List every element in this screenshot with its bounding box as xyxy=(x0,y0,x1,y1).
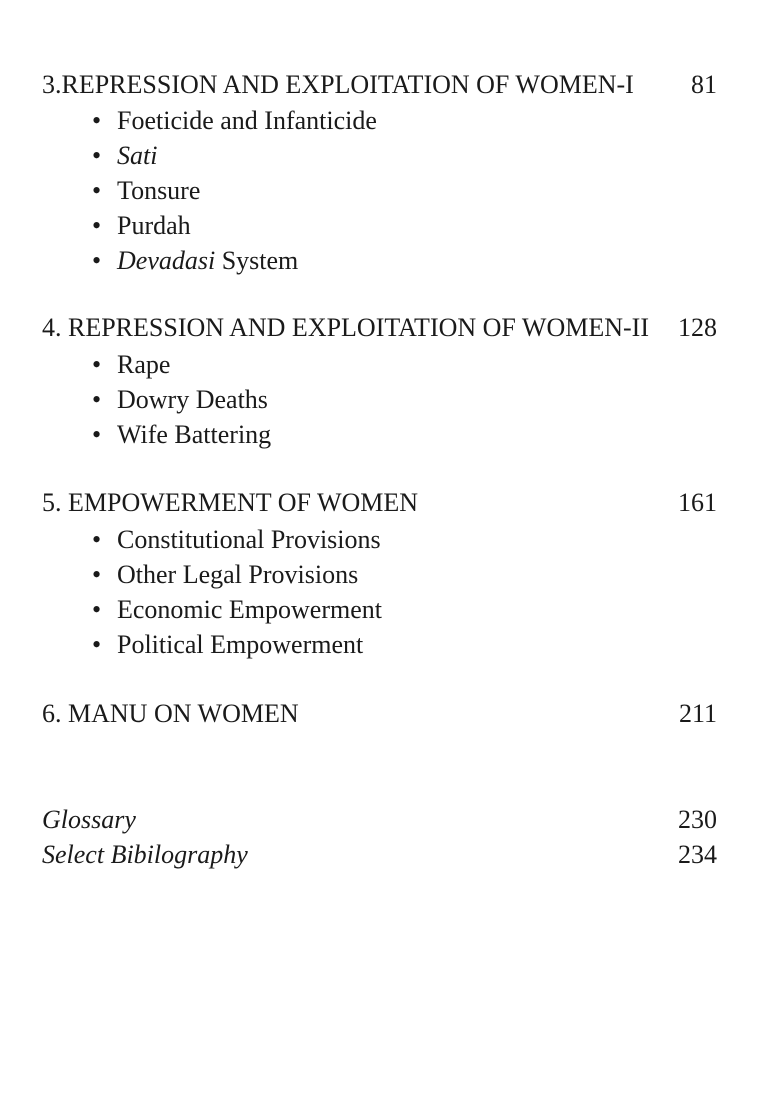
section-title: Political Empowerment xyxy=(117,630,364,659)
page-number: 161 xyxy=(678,488,717,517)
bullet-icon: • xyxy=(92,350,102,379)
section-item[interactable]: • Other Legal Provisions xyxy=(92,558,358,592)
bullet-icon: • xyxy=(92,106,102,135)
bullet-icon: • xyxy=(92,385,102,414)
section-title: Constitutional Provisions xyxy=(117,525,381,554)
chapter-title: 6. MANU ON WOMEN xyxy=(42,699,299,728)
back-matter-entry[interactable]: Glossary 230 xyxy=(42,803,717,837)
bullet-icon: • xyxy=(92,211,102,240)
back-matter-entry[interactable]: Select Bibilography 234 xyxy=(42,838,717,872)
section-title: Wife Battering xyxy=(117,420,272,449)
chapter-title: 3.REPRESSION AND EXPLOITATION OF WOMEN-I xyxy=(42,70,634,99)
bullet-icon: • xyxy=(92,525,102,554)
section-title: Dowry Deaths xyxy=(117,385,268,414)
page-number: 128 xyxy=(678,313,717,342)
page-number: 211 xyxy=(678,699,717,728)
section-title: Tonsure xyxy=(117,176,201,205)
bullet-icon: • xyxy=(92,141,102,170)
section-title-italic: Devadasi xyxy=(117,246,216,275)
section-item[interactable]: • Political Empowerment xyxy=(92,628,363,662)
section-title: Rape xyxy=(117,350,171,379)
section-title: Other Legal Provisions xyxy=(117,560,359,589)
section-title: Foeticide and Infanticide xyxy=(117,106,377,135)
chapter-title: 4. REPRESSION AND EXPLOITATION OF WOMEN-… xyxy=(42,313,649,342)
section-item[interactable]: • Economic Empowerment xyxy=(92,593,382,627)
chapter-heading[interactable]: 5. EMPOWERMENT OF WOMEN 161 xyxy=(42,486,717,520)
bullet-icon: • xyxy=(92,420,102,449)
back-matter-title: Select Bibilography xyxy=(42,840,248,869)
back-matter-title: Glossary xyxy=(42,805,136,834)
page-number: 234 xyxy=(678,840,717,869)
section-item[interactable]: • Sati xyxy=(92,139,157,173)
section-item[interactable]: • Tonsure xyxy=(92,174,200,208)
section-title: System xyxy=(215,246,299,275)
chapter-heading[interactable]: 6. MANU ON WOMEN 211 xyxy=(42,697,717,731)
page-number: 81 xyxy=(691,70,717,99)
chapter-heading[interactable]: 3.REPRESSION AND EXPLOITATION OF WOMEN-I… xyxy=(42,68,717,102)
bullet-icon: • xyxy=(92,560,102,589)
chapter-title: 5. EMPOWERMENT OF WOMEN xyxy=(42,488,419,517)
section-item[interactable]: • Purdah xyxy=(92,209,191,243)
bullet-icon: • xyxy=(92,595,102,624)
section-item[interactable]: • Devadasi System xyxy=(92,244,298,278)
section-item[interactable]: • Dowry Deaths xyxy=(92,383,268,417)
bullet-icon: • xyxy=(92,246,102,275)
bullet-icon: • xyxy=(92,630,102,659)
section-item[interactable]: • Foeticide and Infanticide xyxy=(92,104,377,138)
page-number: 230 xyxy=(678,805,717,834)
bullet-icon: • xyxy=(92,176,102,205)
section-item[interactable]: • Wife Battering xyxy=(92,418,271,452)
section-title-italic: Sati xyxy=(117,141,158,170)
section-item[interactable]: • Rape xyxy=(92,348,170,382)
section-title: Purdah xyxy=(117,211,191,240)
section-title: Economic Empowerment xyxy=(117,595,382,624)
section-item[interactable]: • Constitutional Provisions xyxy=(92,523,381,557)
chapter-heading[interactable]: 4. REPRESSION AND EXPLOITATION OF WOMEN-… xyxy=(42,311,717,345)
